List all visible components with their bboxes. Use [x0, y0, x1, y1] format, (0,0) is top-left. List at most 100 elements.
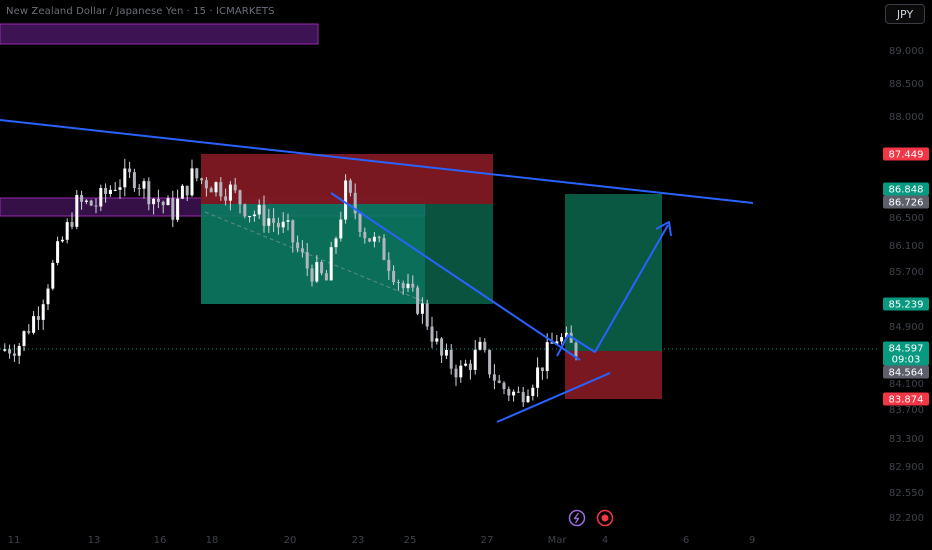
candle-body	[363, 231, 367, 239]
candle-body	[497, 380, 501, 383]
candle-body	[8, 349, 12, 354]
candle-body	[464, 363, 468, 366]
price-label-box	[883, 365, 929, 379]
candle-body	[118, 187, 122, 190]
short-position-dashed-line	[204, 211, 426, 303]
candle-body	[574, 342, 578, 357]
candle-body	[473, 349, 477, 370]
candle-body	[84, 200, 88, 202]
projection-path[interactable]	[556, 224, 669, 357]
candle-body	[185, 185, 189, 196]
long-position-target-zone[interactable]	[565, 194, 662, 351]
candle-body	[248, 216, 252, 218]
time-axis[interactable]: 11 13 16 18 20 23 25 27 Mar 4 6 9	[8, 535, 756, 546]
candle-body	[454, 368, 458, 378]
currency-button[interactable]: JPY	[885, 4, 925, 24]
candle-body	[507, 389, 511, 396]
price-axis[interactable]: 89.000 88.500 88.000 86.500 86.100 85.700 84.9…	[889, 46, 924, 524]
candle-body	[315, 262, 319, 282]
record-icon[interactable]	[596, 509, 614, 527]
candle-body	[209, 188, 213, 193]
candle-body	[358, 213, 362, 232]
candle-body	[545, 342, 549, 372]
resistance-trendline[interactable]	[0, 119, 754, 204]
candle-body	[75, 194, 79, 227]
candle-body	[416, 287, 420, 314]
candle-body	[36, 316, 40, 320]
short-position-profit-zone[interactable]	[201, 204, 425, 304]
candle-body	[440, 338, 444, 356]
candle-body	[166, 198, 170, 206]
candle-body	[142, 181, 146, 189]
candle-body	[272, 218, 276, 223]
chart-title: New Zealand Dollar / Japanese Yen · 15 ·…	[6, 6, 275, 17]
lightning-icon[interactable]	[568, 509, 586, 527]
candle-body	[555, 341, 559, 344]
candle-body	[430, 326, 434, 342]
candle-body	[329, 247, 333, 281]
candle-body	[382, 238, 386, 260]
price-tick: 83.700	[889, 405, 924, 416]
price-tick: 89.000	[889, 46, 924, 57]
candle-body	[56, 241, 60, 263]
wedge-upper-trendline[interactable]	[330, 192, 581, 361]
candle-body	[219, 182, 223, 197]
time-tick: 16	[154, 535, 167, 546]
candle-body	[80, 194, 84, 202]
time-tick: 18	[206, 535, 219, 546]
candle-body	[99, 188, 103, 207]
candle-body	[204, 180, 208, 189]
candle-body	[387, 259, 391, 271]
candle-body	[60, 239, 64, 242]
candle-body	[502, 382, 506, 390]
candle-body	[516, 391, 520, 393]
candle-body	[286, 220, 290, 222]
candle-body	[132, 172, 136, 189]
candle-body	[564, 332, 568, 338]
candle-body	[190, 168, 194, 196]
candle-body	[459, 365, 463, 378]
time-tick: 13	[88, 535, 101, 546]
candle-body	[12, 353, 16, 356]
candle-body	[478, 341, 482, 350]
candle-body	[291, 220, 295, 243]
candle-body	[281, 221, 285, 228]
candle-body	[262, 204, 266, 226]
time-tick: 6	[683, 535, 689, 546]
candle-body	[392, 270, 396, 283]
price-tick: 84.900	[889, 322, 924, 333]
candle-body	[449, 349, 453, 369]
candle-body	[521, 392, 525, 403]
candle-body	[137, 188, 141, 190]
candle-body	[113, 189, 117, 191]
candle-body	[195, 168, 199, 179]
candle-body	[444, 349, 448, 356]
candle-body	[152, 198, 156, 205]
long-position-stop-zone[interactable]	[565, 351, 662, 399]
candle-body	[536, 367, 540, 388]
time-tick: 27	[481, 535, 494, 546]
price-tick: 82.200	[889, 513, 924, 524]
short-position-profit-zone-ext[interactable]	[425, 204, 493, 304]
candle-body	[32, 316, 36, 333]
wedge-lower-trendline[interactable]	[496, 372, 611, 423]
price-tick: 83.300	[889, 434, 924, 445]
price-tick: 84.100	[889, 379, 924, 390]
price-label: 83.874	[889, 395, 924, 406]
candle-body	[267, 218, 271, 226]
candle-body	[300, 248, 304, 253]
price-label-box	[883, 392, 929, 406]
candle-body	[310, 268, 314, 282]
candle-body	[368, 238, 372, 242]
candle-body	[94, 205, 98, 207]
price-tick: 86.500	[889, 213, 924, 224]
candle-body	[70, 222, 74, 227]
candle-body	[276, 222, 280, 228]
projection-arrowhead-icon	[655, 221, 672, 237]
candle-body	[200, 178, 204, 181]
purple-zone-top[interactable]	[0, 23, 319, 45]
price-tick: 85.700	[889, 267, 924, 278]
candle-body	[224, 196, 228, 201]
